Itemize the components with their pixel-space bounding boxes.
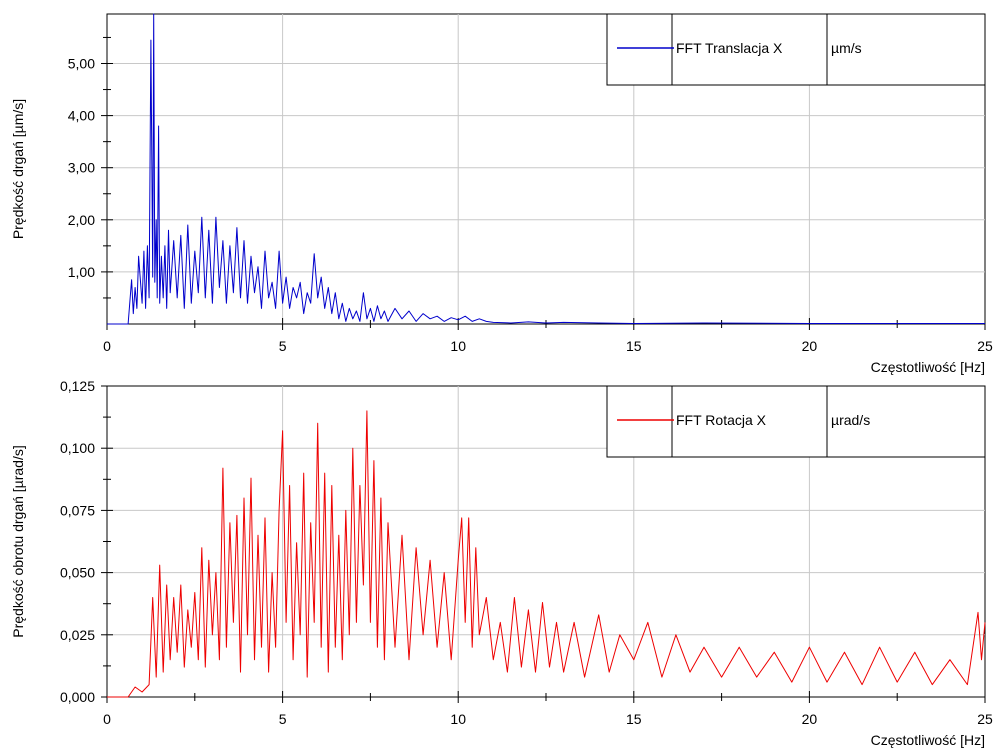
chart1-x-axis-title: Częstotliwość [Hz] xyxy=(871,359,985,375)
chart2-x-tick-label: 15 xyxy=(626,711,642,727)
chart2-legend-series-name: FFT Rotacja X xyxy=(676,412,767,428)
chart1-legend-box xyxy=(607,14,985,85)
chart1-legend: FFT Translacja X µm/s xyxy=(607,14,985,85)
chart2-x-tick-label: 5 xyxy=(279,711,287,727)
chart1-y-tick-label: 5,00 xyxy=(68,55,95,71)
chart2-y-tick-label: 0,050 xyxy=(60,565,95,581)
chart2-x-axis-title: Częstotliwość [Hz] xyxy=(871,732,985,748)
chart1-x-tick-label: 5 xyxy=(279,338,287,354)
chart1-panel: 0 5 10 15 20 25 1,00 2,00 3,00 4,00 5,00 Prędkość d… xyxy=(10,14,993,375)
chart1-y-tick-label: 1,00 xyxy=(68,264,95,280)
chart2-legend-unit: µrad/s xyxy=(831,412,870,428)
chart2-y-tick-label: 0,000 xyxy=(60,689,95,705)
chart1-legend-series-name: FFT Translacja X xyxy=(676,40,783,56)
chart1-y-tick-label: 4,00 xyxy=(68,108,95,124)
chart1-legend-unit: µm/s xyxy=(831,40,862,56)
chart2-legend-box xyxy=(607,386,985,457)
chart2-x-tick-label: 25 xyxy=(977,711,993,727)
chart1-x-tick-label: 0 xyxy=(103,338,111,354)
chart2-legend: FFT Rotacja X µrad/s xyxy=(607,386,985,457)
chart2-y-tick-label: 0,075 xyxy=(60,502,95,518)
chart1-y-axis-title: Prędkość drgań [µm/s] xyxy=(10,99,26,239)
chart2-y-tick-label: 0,100 xyxy=(60,440,95,456)
chart1-x-tick-label: 25 xyxy=(977,338,993,354)
chart2-y-axis-title: Prędkość obrotu drgań [µrad/s] xyxy=(10,445,26,638)
chart1-x-tick-label: 10 xyxy=(450,338,466,354)
chart2-panel: 0 5 10 15 20 25 0,000 0,025 0,050 0,075 0,100 0,125… xyxy=(10,378,993,748)
chart2-x-tick-label: 0 xyxy=(103,711,111,727)
chart2-x-tick-label: 10 xyxy=(450,711,466,727)
chart2-y-tick-label: 0,125 xyxy=(60,378,95,394)
chart1-x-tick-label: 15 xyxy=(626,338,642,354)
chart1-y-tick-label: 2,00 xyxy=(68,212,95,228)
chart1-x-tick-label: 20 xyxy=(802,338,818,354)
chart2-x-tick-label: 20 xyxy=(802,711,818,727)
chart2-y-tick-label: 0,025 xyxy=(60,627,95,643)
chart1-y-tick-label: 3,00 xyxy=(68,160,95,176)
